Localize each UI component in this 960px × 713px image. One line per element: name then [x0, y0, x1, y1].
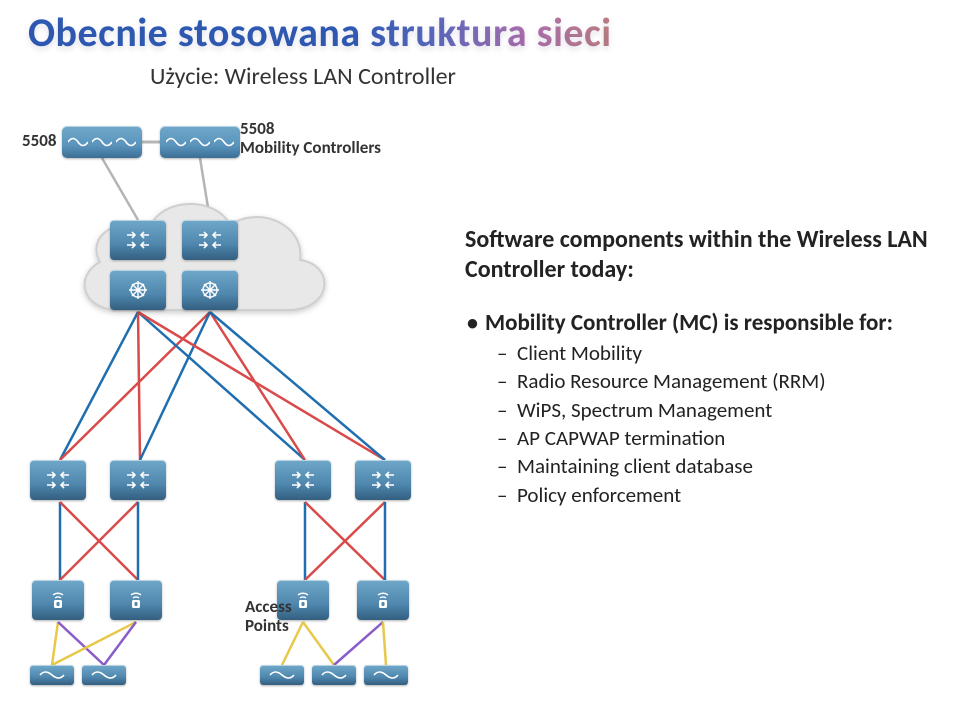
- text-panel: Software components within the Wireless …: [465, 225, 945, 509]
- core-switch-4: [182, 270, 238, 310]
- sub-wips: WiPS, Spectrum Management: [465, 396, 945, 424]
- sub-client-mobility: Client Mobility: [465, 339, 945, 367]
- panel-heading: Software components within the Wireless …: [465, 225, 945, 285]
- slide-subtitle: Użycie: Wireless LAN Controller: [150, 62, 456, 91]
- sub-rrm: Radio Resource Management (RRM): [465, 367, 945, 395]
- network-diagram: 5508 5508 Mobility Controllers Access Po…: [20, 120, 450, 700]
- bullet-mc: Mobility Controller (MC) is responsible …: [465, 309, 945, 337]
- access-switch-4: [355, 460, 411, 500]
- client-5: [364, 665, 408, 685]
- client-4: [312, 665, 356, 685]
- slide-title: Obecnie stosowana struktura sieci: [28, 8, 612, 57]
- access-switch-2: [110, 460, 166, 500]
- wlc-5508-left: [62, 126, 142, 158]
- access-switch-1: [30, 460, 86, 500]
- access-point-2: [110, 580, 162, 620]
- access-switch-3: [275, 460, 331, 500]
- sub-capwap: AP CAPWAP termination: [465, 424, 945, 452]
- core-switch-1: [110, 220, 166, 260]
- label-points: Points: [245, 615, 289, 636]
- core-switch-3: [110, 270, 166, 310]
- core-switch-2: [182, 220, 238, 260]
- label-access-points: Access Points: [245, 598, 292, 635]
- sub-policy: Policy enforcement: [465, 481, 945, 509]
- client-1: [30, 665, 74, 685]
- access-point-4: [357, 580, 409, 620]
- label-5508-left: 5508: [22, 130, 56, 151]
- label-5508-right: 5508 Mobility Controllers: [240, 120, 381, 157]
- client-2: [82, 665, 126, 685]
- sub-client-db: Maintaining client database: [465, 452, 945, 480]
- label-mobility-controllers: Mobility Controllers: [240, 137, 381, 158]
- client-3: [260, 665, 304, 685]
- access-point-1: [32, 580, 84, 620]
- wlc-5508-right: [160, 126, 240, 158]
